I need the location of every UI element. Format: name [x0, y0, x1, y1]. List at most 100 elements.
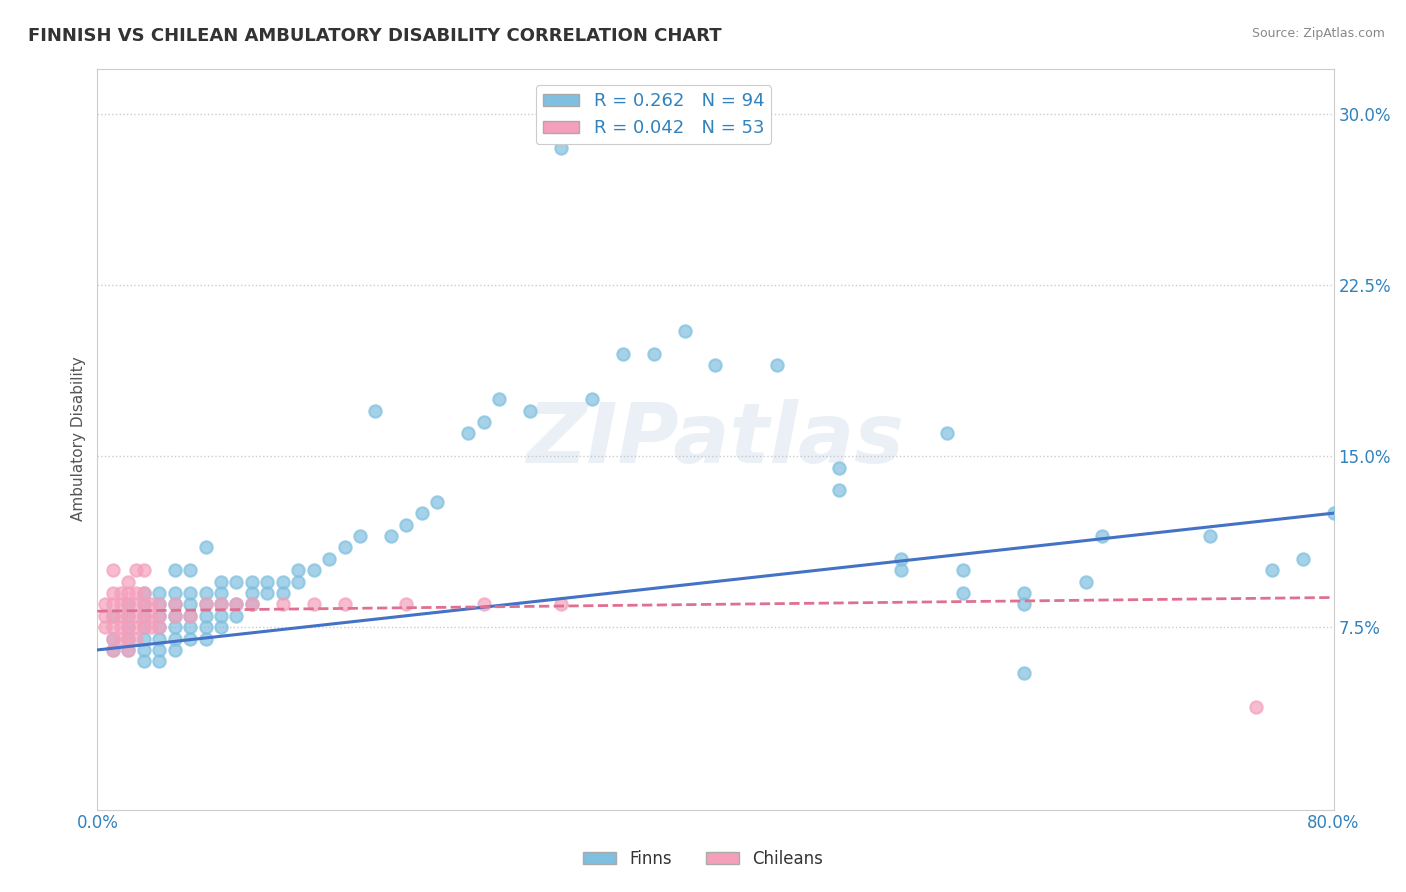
- Legend: R = 0.262   N = 94, R = 0.042   N = 53: R = 0.262 N = 94, R = 0.042 N = 53: [536, 85, 772, 145]
- Point: [179, 632, 201, 646]
- Y-axis label: Ambulatory Disability: Ambulatory Disability: [72, 357, 86, 522]
- Point: [194, 598, 217, 612]
- Point: [163, 598, 186, 612]
- Point: [101, 586, 124, 600]
- Point: [163, 643, 186, 657]
- Point: [110, 632, 132, 646]
- Point: [1199, 529, 1222, 543]
- Point: [94, 598, 117, 612]
- Point: [194, 586, 217, 600]
- Point: [209, 598, 232, 612]
- Point: [952, 586, 974, 600]
- Point: [148, 598, 170, 612]
- Point: [225, 598, 247, 612]
- Point: [349, 529, 371, 543]
- Point: [333, 541, 356, 555]
- Point: [1322, 506, 1344, 520]
- Point: [132, 620, 155, 634]
- Point: [828, 460, 851, 475]
- Point: [1076, 574, 1098, 589]
- Point: [101, 632, 124, 646]
- Point: [125, 608, 148, 623]
- Point: [240, 586, 263, 600]
- Point: [318, 551, 340, 566]
- Point: [141, 620, 163, 634]
- Point: [179, 598, 201, 612]
- Point: [132, 620, 155, 634]
- Point: [163, 598, 186, 612]
- Point: [364, 403, 387, 417]
- Point: [488, 392, 510, 406]
- Point: [271, 586, 294, 600]
- Point: [148, 598, 170, 612]
- Point: [395, 517, 418, 532]
- Point: [179, 608, 201, 623]
- Point: [117, 643, 139, 657]
- Point: [110, 598, 132, 612]
- Point: [673, 324, 696, 338]
- Point: [132, 608, 155, 623]
- Point: [163, 563, 186, 577]
- Point: [1260, 563, 1282, 577]
- Point: [110, 608, 132, 623]
- Point: [550, 141, 572, 155]
- Legend: Finns, Chileans: Finns, Chileans: [576, 844, 830, 875]
- Point: [117, 608, 139, 623]
- Point: [240, 574, 263, 589]
- Point: [148, 586, 170, 600]
- Point: [936, 426, 959, 441]
- Point: [117, 598, 139, 612]
- Text: FINNISH VS CHILEAN AMBULATORY DISABILITY CORRELATION CHART: FINNISH VS CHILEAN AMBULATORY DISABILITY…: [28, 27, 721, 45]
- Point: [395, 598, 418, 612]
- Point: [125, 563, 148, 577]
- Point: [828, 483, 851, 498]
- Point: [1014, 586, 1036, 600]
- Point: [271, 574, 294, 589]
- Point: [101, 620, 124, 634]
- Point: [194, 632, 217, 646]
- Point: [117, 586, 139, 600]
- Point: [141, 598, 163, 612]
- Point: [287, 563, 309, 577]
- Point: [163, 608, 186, 623]
- Point: [194, 608, 217, 623]
- Point: [240, 598, 263, 612]
- Point: [179, 608, 201, 623]
- Point: [225, 598, 247, 612]
- Point: [117, 608, 139, 623]
- Point: [148, 620, 170, 634]
- Point: [581, 392, 603, 406]
- Point: [132, 563, 155, 577]
- Point: [240, 598, 263, 612]
- Point: [333, 598, 356, 612]
- Point: [148, 620, 170, 634]
- Point: [132, 598, 155, 612]
- Point: [101, 608, 124, 623]
- Point: [1014, 665, 1036, 680]
- Point: [302, 598, 325, 612]
- Point: [110, 620, 132, 634]
- Point: [132, 586, 155, 600]
- Point: [148, 632, 170, 646]
- Point: [132, 608, 155, 623]
- Point: [132, 643, 155, 657]
- Point: [209, 586, 232, 600]
- Point: [472, 598, 495, 612]
- Point: [101, 632, 124, 646]
- Point: [256, 574, 278, 589]
- Point: [117, 632, 139, 646]
- Point: [132, 598, 155, 612]
- Point: [209, 608, 232, 623]
- Point: [101, 598, 124, 612]
- Point: [117, 643, 139, 657]
- Point: [1091, 529, 1114, 543]
- Point: [302, 563, 325, 577]
- Point: [1291, 551, 1313, 566]
- Point: [125, 598, 148, 612]
- Point: [148, 654, 170, 668]
- Point: [125, 632, 148, 646]
- Point: [225, 574, 247, 589]
- Point: [179, 586, 201, 600]
- Point: [704, 358, 727, 372]
- Point: [132, 586, 155, 600]
